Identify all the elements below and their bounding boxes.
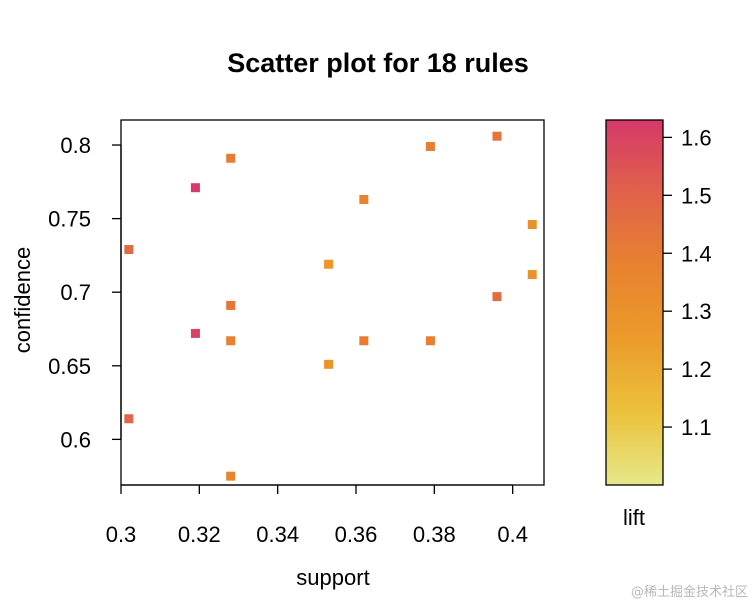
plot-frame bbox=[120, 119, 545, 486]
data-points bbox=[124, 131, 537, 481]
colorbar-tick-label: 1.1 bbox=[681, 415, 712, 440]
colorbar-tick-label: 1.2 bbox=[681, 357, 712, 382]
data-point bbox=[492, 131, 502, 141]
data-point bbox=[527, 219, 537, 229]
colorbar-tick-label: 1.3 bbox=[681, 299, 712, 324]
data-point bbox=[324, 259, 334, 269]
y-axis: 0.6 0.65 0.7 0.75 0.8 bbox=[48, 133, 122, 452]
x-axis: 0.3 0.32 0.34 0.36 0.38 0.4 bbox=[106, 484, 528, 547]
colorbar-tick-label: 1.5 bbox=[681, 183, 712, 208]
chart-title: Scatter plot for 18 rules bbox=[227, 48, 529, 78]
data-point bbox=[124, 414, 134, 424]
data-point bbox=[527, 270, 537, 280]
y-tick-label: 0.7 bbox=[60, 280, 91, 305]
data-point bbox=[359, 336, 369, 346]
colorbar-ticks: 1.1 1.2 1.3 1.4 1.5 1.6 bbox=[663, 125, 712, 440]
x-axis-label: support bbox=[296, 565, 369, 590]
colorbar bbox=[605, 119, 664, 486]
data-point bbox=[324, 359, 334, 369]
data-point bbox=[492, 292, 502, 302]
y-tick-label: 0.75 bbox=[48, 207, 91, 232]
y-tick-label: 0.65 bbox=[48, 354, 91, 379]
x-tick-label: 0.4 bbox=[497, 522, 528, 547]
data-point bbox=[226, 471, 236, 481]
colorbar-label: lift bbox=[623, 505, 645, 530]
data-point bbox=[425, 141, 435, 151]
data-point bbox=[124, 245, 134, 255]
data-point bbox=[425, 336, 435, 346]
data-point bbox=[226, 336, 236, 346]
x-tick-label: 0.34 bbox=[256, 522, 299, 547]
y-tick-label: 0.6 bbox=[60, 427, 91, 452]
x-tick-label: 0.32 bbox=[178, 522, 221, 547]
data-point bbox=[226, 153, 236, 163]
y-axis-label: confidence bbox=[10, 247, 35, 353]
data-point bbox=[190, 328, 200, 338]
data-point bbox=[226, 300, 236, 310]
colorbar-tick-label: 1.4 bbox=[681, 241, 712, 266]
data-point bbox=[359, 194, 369, 204]
x-tick-label: 0.36 bbox=[335, 522, 378, 547]
colorbar-tick-label: 1.6 bbox=[681, 125, 712, 150]
data-point bbox=[190, 183, 200, 193]
x-tick-label: 0.3 bbox=[106, 522, 137, 547]
y-tick-label: 0.8 bbox=[60, 133, 91, 158]
watermark: @稀土掘金技术社区 bbox=[631, 584, 748, 600]
x-tick-label: 0.38 bbox=[413, 522, 456, 547]
